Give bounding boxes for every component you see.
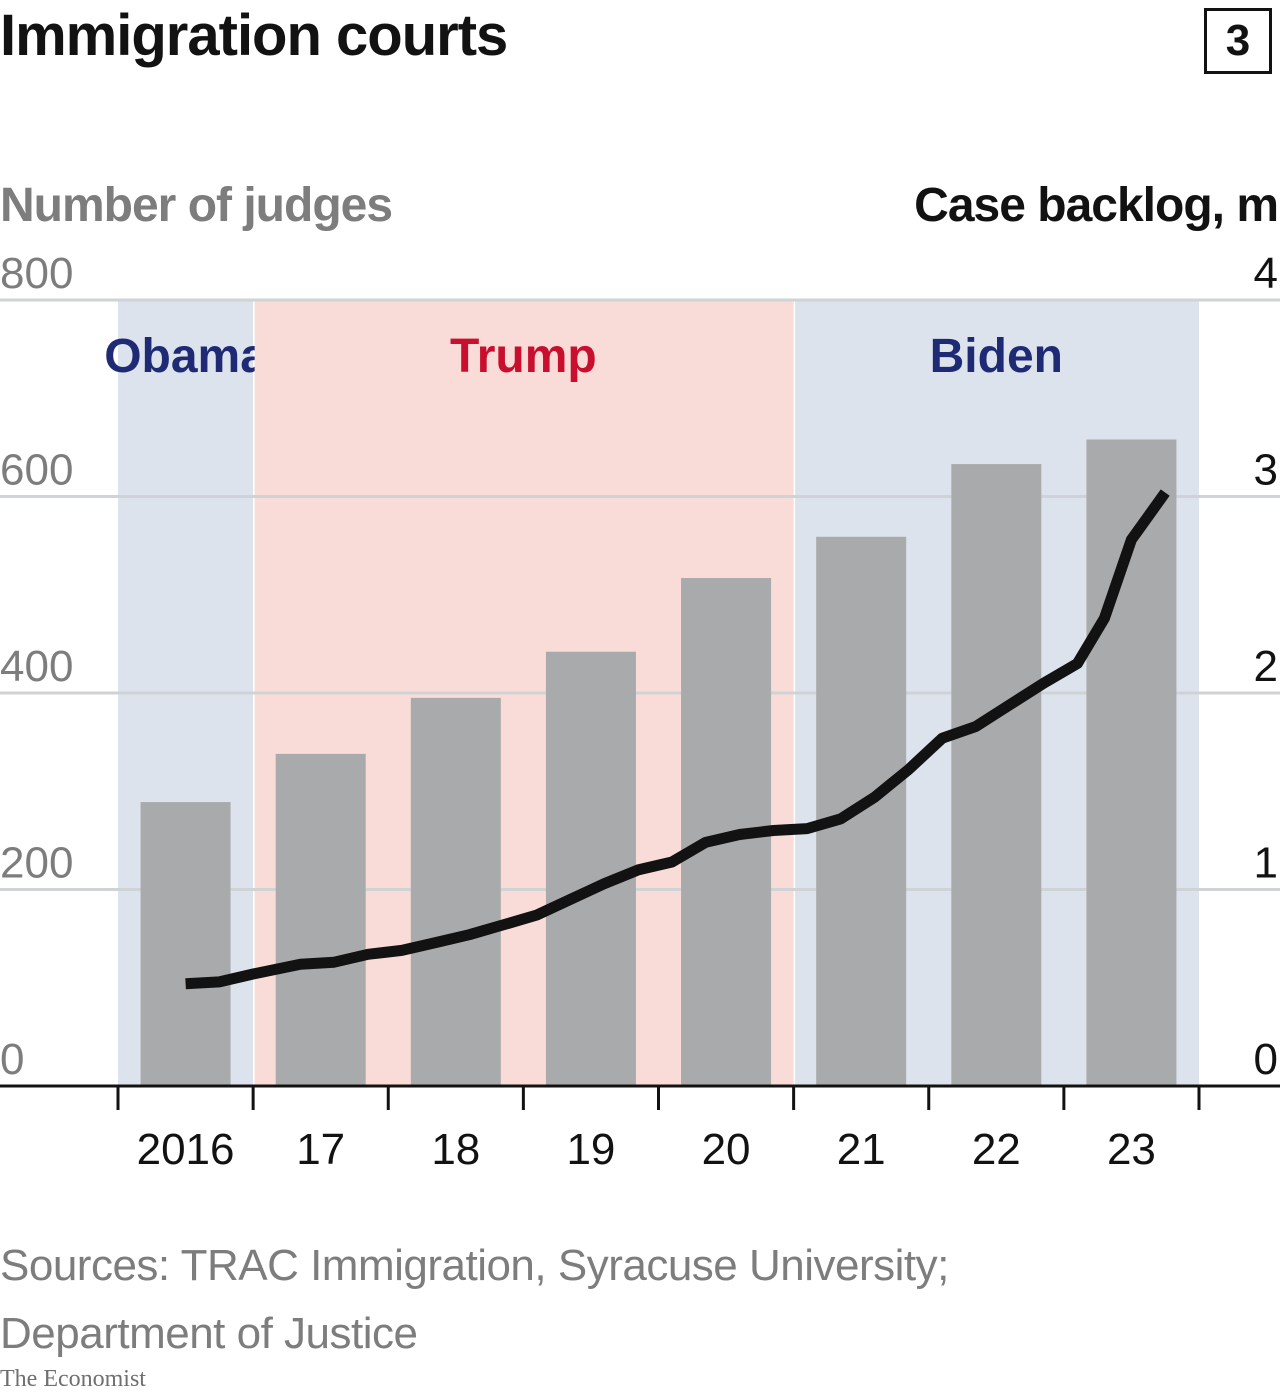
era-label-biden: Biden	[930, 330, 1063, 383]
chart-area: Obama Trump Biden 2016 17 18 19 20 21 22 23020040…	[0, 250, 1280, 1174]
era-label-trump: Trump	[450, 330, 597, 383]
right-axis-title: Case backlog, m	[914, 179, 1279, 232]
left-axis-title: Number of judges	[0, 179, 393, 232]
right-y-tick-label: 0	[1254, 1035, 1278, 1084]
backlog-line-layer	[185, 489, 1170, 990]
left-y-tick-label: 400	[0, 642, 73, 691]
publisher-logo: The Economist	[0, 1366, 146, 1392]
right-y-tick-label: 4	[1254, 250, 1278, 298]
x-tick-label: 22	[972, 1125, 1021, 1174]
right-y-tick-label: 1	[1254, 839, 1278, 888]
source-note: Sources: TRAC Immigration, Syracuse Univ…	[0, 1232, 949, 1368]
source-line-2: Department of Justice	[0, 1309, 418, 1358]
bar-judges-22	[951, 464, 1042, 1086]
judges-bars	[140, 439, 1177, 1086]
x-tick-label: 2016	[137, 1125, 235, 1174]
left-y-tick-label: 800	[0, 250, 73, 298]
right-y-tick-label: 2	[1254, 642, 1278, 691]
bar-judges-17	[275, 753, 366, 1086]
bar-judges-19	[545, 651, 636, 1086]
x-tick-label: 21	[837, 1125, 886, 1174]
x-axis	[0, 1084, 1280, 1110]
x-tick-label: 18	[431, 1125, 480, 1174]
bar-judges-2016	[140, 802, 231, 1086]
source-line-1: Sources: TRAC Immigration, Syracuse Univ…	[0, 1241, 949, 1290]
x-tick-label: 23	[1107, 1125, 1156, 1174]
left-y-tick-label: 0	[0, 1035, 24, 1084]
backlog-line	[185, 489, 1170, 990]
bar-judges-18	[410, 697, 501, 1086]
x-tick-label: 20	[702, 1125, 751, 1174]
left-y-tick-label: 600	[0, 446, 73, 495]
x-tick-label: 17	[296, 1125, 345, 1174]
left-y-tick-label: 200	[0, 839, 73, 888]
chart-title: Immigration courts	[0, 3, 508, 68]
chart-number-badge: 3	[1204, 8, 1272, 74]
right-y-tick-label: 3	[1254, 446, 1278, 495]
x-tick-label: 19	[566, 1125, 615, 1174]
era-label-obama: Obama	[104, 330, 267, 383]
